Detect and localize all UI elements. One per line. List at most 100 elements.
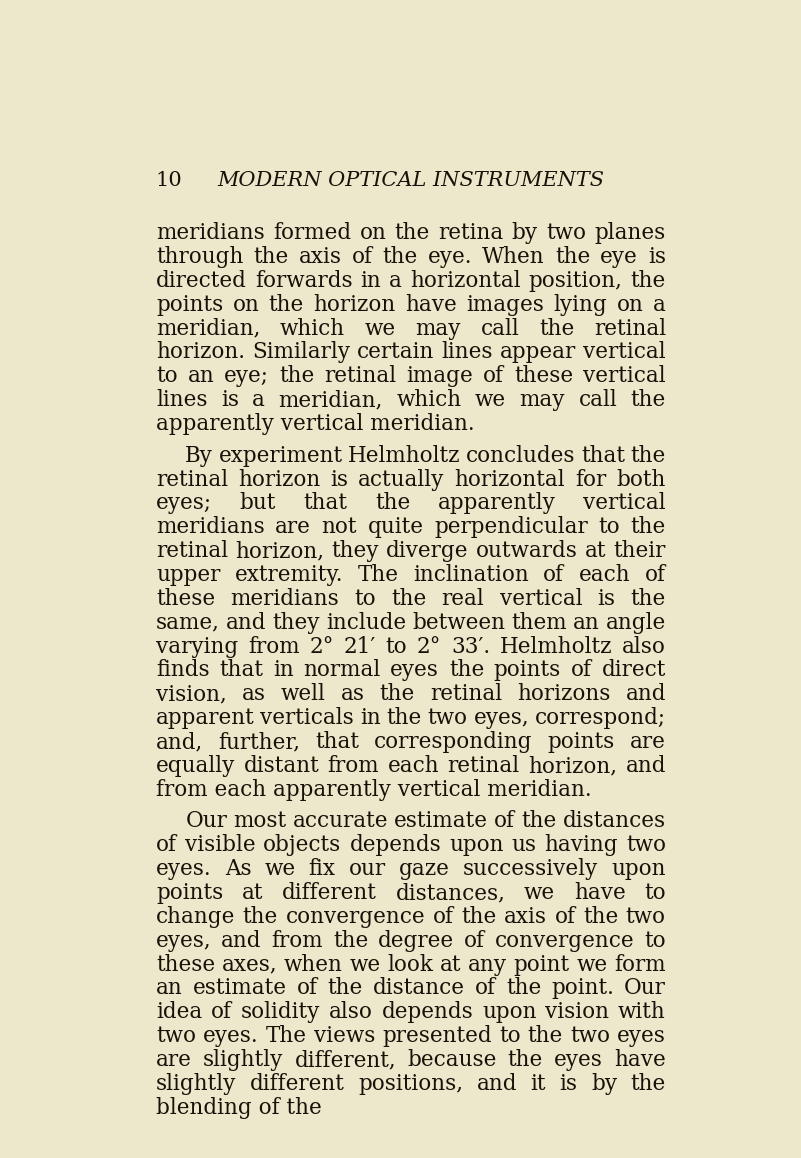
Text: vertical: vertical <box>500 588 582 610</box>
Text: eyes,: eyes, <box>473 708 529 730</box>
Text: Our: Our <box>185 811 227 833</box>
Text: different: different <box>250 1073 344 1095</box>
Text: 10: 10 <box>156 171 183 190</box>
Text: the: the <box>380 683 415 705</box>
Text: the: the <box>508 1049 543 1071</box>
Text: eyes,: eyes, <box>156 930 211 952</box>
Text: distances: distances <box>563 811 666 833</box>
Text: in: in <box>360 270 381 292</box>
Text: vertical: vertical <box>583 365 666 387</box>
Text: successively: successively <box>463 858 598 880</box>
Text: eyes.: eyes. <box>156 858 211 880</box>
Text: horizontal: horizontal <box>455 469 566 491</box>
Text: further,: further, <box>218 731 300 753</box>
Text: upper: upper <box>156 564 220 586</box>
Text: retinal: retinal <box>448 755 520 777</box>
Text: look: look <box>387 954 433 976</box>
Text: visible: visible <box>185 834 256 856</box>
Text: Helmholtz: Helmholtz <box>348 445 461 467</box>
Text: that: that <box>316 731 359 753</box>
Text: is: is <box>598 588 615 610</box>
Text: our: our <box>348 858 386 880</box>
Text: the: the <box>253 245 288 267</box>
Text: horizontal: horizontal <box>410 270 521 292</box>
Text: the: the <box>583 906 618 928</box>
Text: lying: lying <box>553 294 607 316</box>
Text: quite: quite <box>368 516 424 538</box>
Text: varying: varying <box>156 636 238 658</box>
Text: positions,: positions, <box>358 1073 463 1095</box>
Text: at: at <box>440 954 461 976</box>
Text: the: the <box>528 1025 563 1047</box>
Text: points: points <box>156 294 223 316</box>
Text: When: When <box>482 245 545 267</box>
Text: also: also <box>329 1002 372 1024</box>
Text: is: is <box>648 245 666 267</box>
Text: lines: lines <box>441 342 493 364</box>
Text: the: the <box>630 389 666 411</box>
Text: between: between <box>412 611 505 633</box>
Text: degree: degree <box>378 930 454 952</box>
Text: and: and <box>626 755 666 777</box>
Text: from: from <box>272 930 324 952</box>
Text: the: the <box>387 708 422 730</box>
Text: 2°: 2° <box>417 636 441 658</box>
Text: The: The <box>266 1025 307 1047</box>
Text: it: it <box>530 1073 546 1095</box>
Text: depends: depends <box>349 834 441 856</box>
Text: two: two <box>626 834 666 856</box>
Text: apparently: apparently <box>438 492 556 514</box>
Text: point: point <box>513 954 570 976</box>
Text: of: of <box>211 1002 232 1024</box>
Text: Helmholtz: Helmholtz <box>500 636 612 658</box>
Text: are: are <box>630 731 666 753</box>
Text: of: of <box>645 564 666 586</box>
Text: points: points <box>156 882 223 904</box>
Text: MODERN OPTICAL INSTRUMENTS: MODERN OPTICAL INSTRUMENTS <box>217 171 605 190</box>
Text: vertical: vertical <box>583 342 666 364</box>
Text: direct: direct <box>602 659 666 681</box>
Text: formed: formed <box>273 222 351 244</box>
Text: to: to <box>644 882 666 904</box>
Text: their: their <box>614 540 666 562</box>
Text: the: the <box>395 222 430 244</box>
Text: vertical: vertical <box>583 492 666 514</box>
Text: meridian,: meridian, <box>156 317 260 339</box>
Text: the: the <box>279 365 314 387</box>
Text: change: change <box>156 906 235 928</box>
Text: horizons: horizons <box>517 683 610 705</box>
Text: them: them <box>511 611 567 633</box>
Text: the: the <box>269 294 304 316</box>
Text: meridians: meridians <box>230 588 339 610</box>
Text: these: these <box>514 365 574 387</box>
Text: vision: vision <box>545 1002 610 1024</box>
Text: they: they <box>332 540 379 562</box>
Text: but: but <box>239 492 276 514</box>
Text: each: each <box>388 755 439 777</box>
Text: both: both <box>617 469 666 491</box>
Text: views: views <box>314 1025 375 1047</box>
Text: may: may <box>520 389 565 411</box>
Text: two: two <box>546 222 586 244</box>
Text: image: image <box>406 365 473 387</box>
Text: presented: presented <box>382 1025 492 1047</box>
Text: at: at <box>242 882 264 904</box>
Text: distances,: distances, <box>396 882 505 904</box>
Text: directed: directed <box>156 270 247 292</box>
Text: to: to <box>598 516 620 538</box>
Text: for: for <box>575 469 606 491</box>
Text: two: two <box>156 1025 196 1047</box>
Text: two: two <box>626 906 666 928</box>
Text: from each apparently vertical meridian.: from each apparently vertical meridian. <box>156 779 592 801</box>
Text: retinal: retinal <box>430 683 502 705</box>
Text: form: form <box>614 954 666 976</box>
Text: concludes: concludes <box>466 445 576 467</box>
Text: because: because <box>407 1049 497 1071</box>
Text: accurate: accurate <box>292 811 388 833</box>
Text: point.: point. <box>551 977 614 999</box>
Text: we: we <box>577 954 608 976</box>
Text: two: two <box>570 1025 610 1047</box>
Text: a: a <box>252 389 265 411</box>
Text: experiment: experiment <box>219 445 343 467</box>
Text: to: to <box>156 365 178 387</box>
